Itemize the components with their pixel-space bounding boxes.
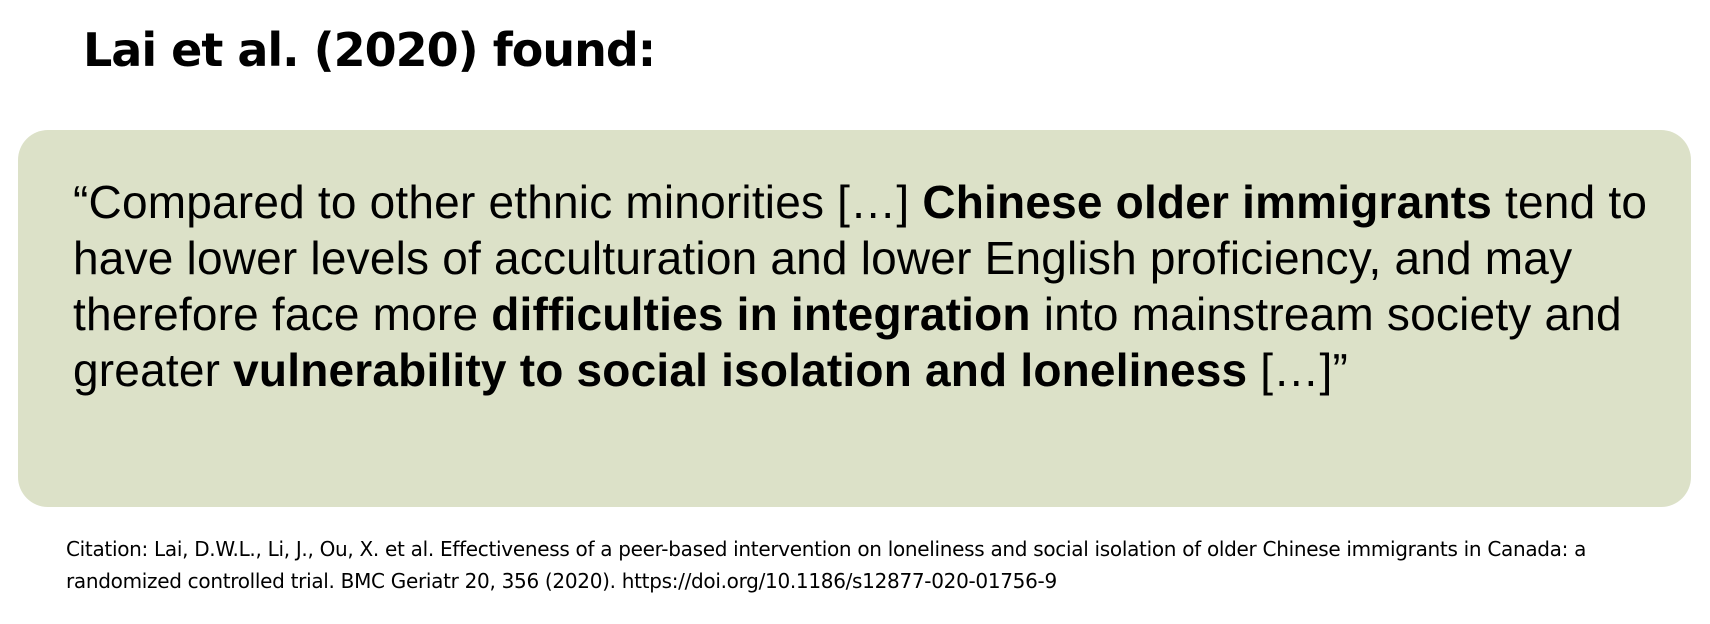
- quote-emphasis-chinese-older-immigrants: Chinese older immigrants: [922, 176, 1493, 228]
- page-title: Lai et al. (2020) found:: [83, 23, 656, 77]
- quote-emphasis-vulnerability: vulnerability to social isolation and lo…: [233, 344, 1248, 396]
- quote-segment: “Compared to other ethnic minorities […]: [73, 176, 923, 228]
- quote-emphasis-difficulties-in-integration: difficulties in integration: [491, 288, 1031, 340]
- quote-segment: into mainstream society and greater: [73, 288, 1622, 396]
- quote-segment: tend to have lower levels of acculturati…: [73, 176, 1648, 340]
- quote-card: “Compared to other ethnic minorities […]…: [18, 130, 1691, 507]
- quote-text: “Compared to other ethnic minorities […]…: [73, 174, 1651, 398]
- quote-segment: […]”: [1247, 344, 1348, 396]
- citation-text: Citation: Lai, D.W.L., Li, J., Ou, X. et…: [66, 537, 1587, 593]
